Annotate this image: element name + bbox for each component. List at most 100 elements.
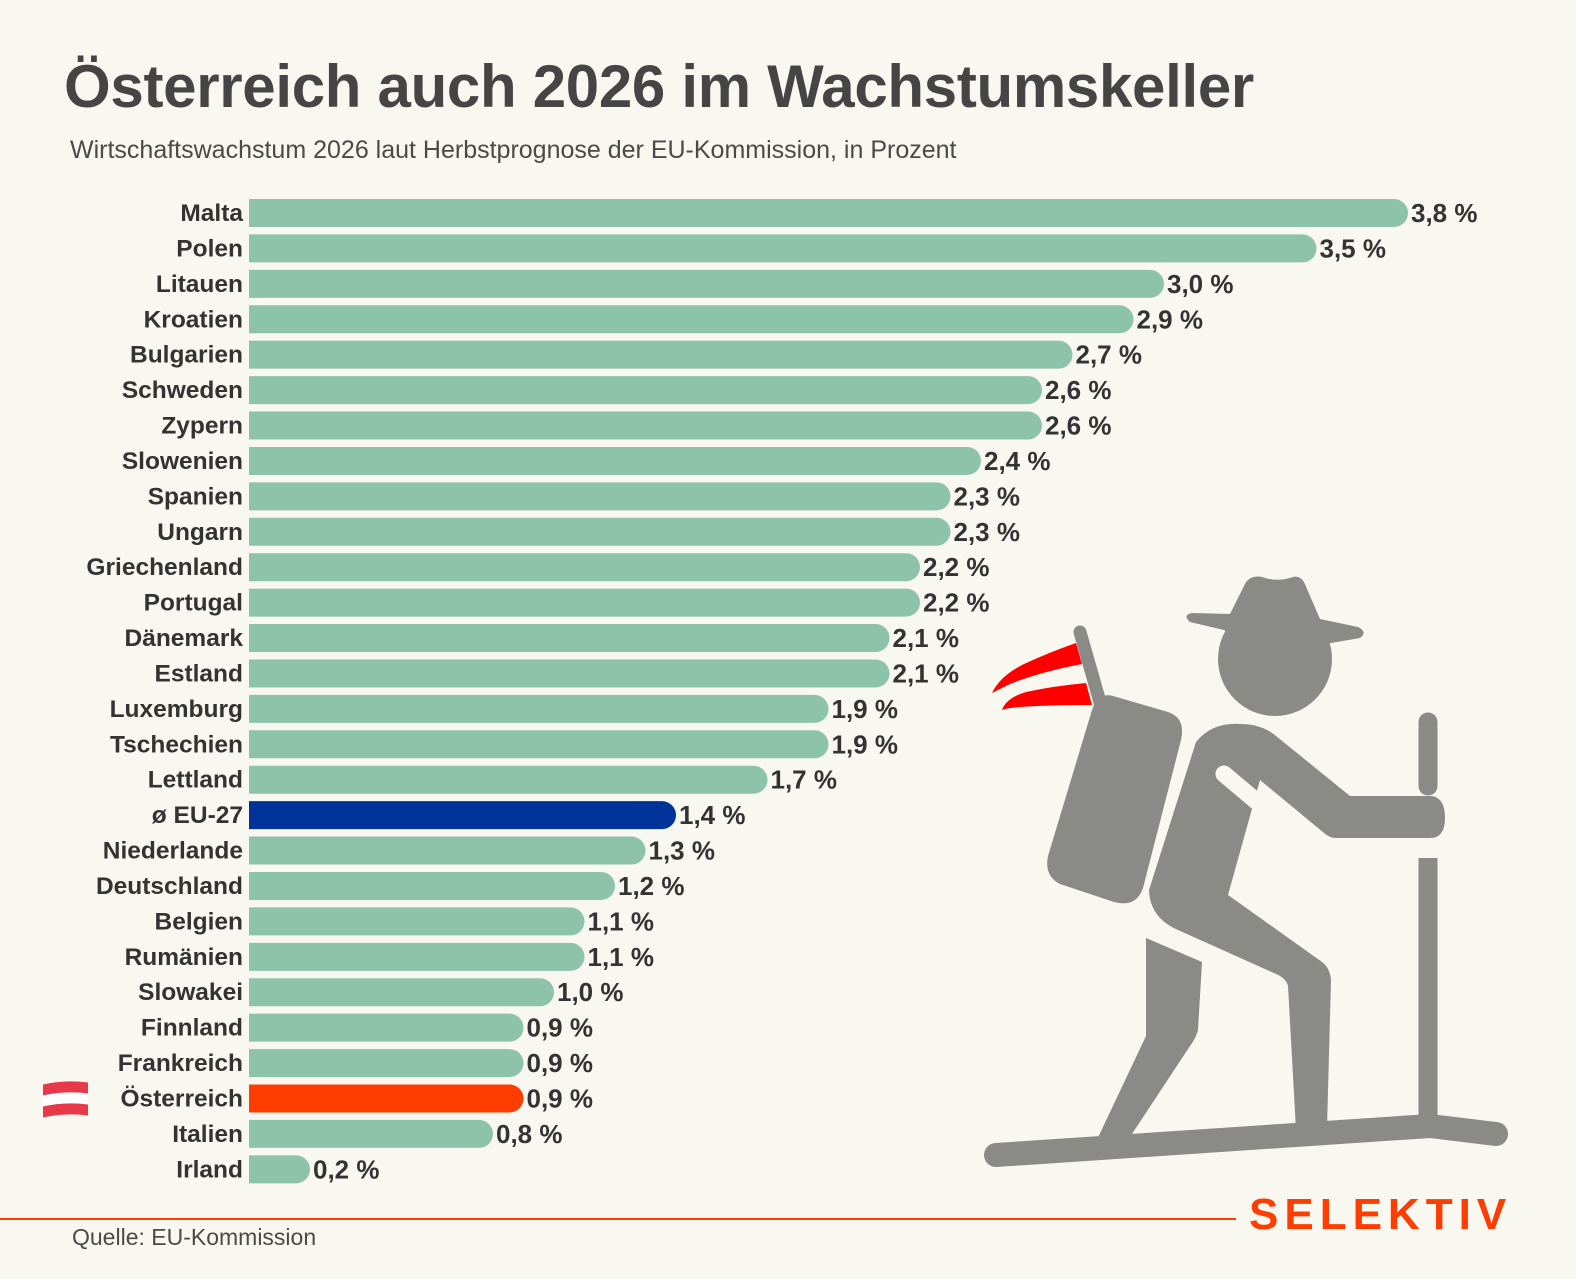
bar-row: Niederlande 1,3 % (103, 836, 715, 866)
value-label: 3,0 % (1167, 269, 1234, 299)
bar (249, 1013, 524, 1042)
bar (249, 376, 1042, 405)
value-label: 1,3 % (649, 836, 716, 866)
category-label: Rumänien (125, 944, 243, 971)
bar (249, 588, 920, 617)
category-label: Kroatien (144, 306, 243, 333)
bar-row: Luxemburg 1,9 % (110, 694, 898, 724)
value-label: 2,2 % (923, 552, 990, 582)
value-label: 2,3 % (954, 481, 1021, 511)
category-label: Irland (176, 1156, 243, 1183)
category-label: Griechenland (86, 554, 243, 581)
bar-row: Frankreich 0,9 % (118, 1048, 593, 1078)
bar-row: Zypern 2,6 % (161, 411, 1111, 441)
category-label: Österreich (120, 1086, 243, 1113)
value-label: 1,7 % (771, 765, 838, 795)
bar-row: Bulgarien 2,7 % (130, 340, 1142, 370)
bar-row: Ungarn 2,3 % (157, 517, 1020, 547)
bar-row: Spanien 2,3 % (148, 481, 1020, 511)
bar-row: Finnland 0,9 % (141, 1013, 593, 1043)
bar-row: Estland 2,1 % (155, 658, 960, 688)
value-label: 0,2 % (313, 1154, 380, 1184)
bar-row: Irland 0,2 % (176, 1154, 379, 1184)
category-label: Dänemark (125, 625, 244, 652)
bar-row: Belgien 1,1 % (155, 906, 655, 936)
category-label: Schweden (122, 377, 243, 404)
back-leg (1094, 938, 1202, 1146)
bar (249, 624, 890, 653)
torso (1149, 723, 1445, 1130)
category-label: Estland (155, 660, 244, 687)
category-label: Lettland (148, 767, 243, 794)
category-label: Ungarn (157, 519, 243, 546)
bar-row: Slowakei 1,0 % (138, 977, 623, 1007)
bar-row: Italien 0,8 % (172, 1119, 562, 1149)
bar-chart: Malta 3,8 % Polen 3,5 % Litauen 3,0 % Kroatien… (43, 198, 1478, 1184)
bar-row: Dänemark 2,1 % (125, 623, 959, 653)
value-label: 1,9 % (832, 729, 899, 759)
bar (249, 765, 768, 794)
bar-row: Malta 3,8 % (180, 198, 1477, 228)
bar (249, 411, 1042, 440)
category-label: Spanien (148, 483, 243, 510)
bar-row: Rumänien 1,1 % (125, 942, 654, 972)
value-label: 1,4 % (679, 800, 746, 830)
ground (984, 1114, 1508, 1167)
bar (249, 942, 585, 971)
chart-title: Österreich auch 2026 im Wachstumskeller (64, 53, 1254, 120)
bar (249, 269, 1164, 298)
bar (249, 553, 920, 582)
bar (249, 482, 951, 511)
value-label: 1,2 % (618, 871, 685, 901)
bar (249, 730, 829, 759)
value-label: 2,7 % (1076, 340, 1143, 370)
bar-row: Schweden 2,6 % (122, 375, 1112, 405)
value-label: 2,1 % (893, 623, 960, 653)
bar-row: Lettland 1,7 % (148, 765, 837, 795)
category-label: Portugal (144, 590, 243, 617)
value-label: 1,1 % (588, 906, 655, 936)
bar-row: Tschechien 1,9 % (110, 729, 898, 759)
bar-row: ø EU-27 1,4 % (152, 800, 746, 830)
value-label: 3,5 % (1320, 233, 1387, 263)
category-label: Tschechien (110, 731, 243, 758)
flag-pole (1073, 625, 1107, 709)
category-label: Slowakei (138, 979, 243, 1006)
value-label: 2,2 % (923, 588, 990, 618)
bar (249, 234, 1317, 263)
category-label: Slowenien (122, 448, 243, 475)
bar (249, 1155, 311, 1184)
bar-row: Österreich 0,9 % (43, 1081, 594, 1118)
bar (249, 517, 951, 546)
head (1218, 602, 1332, 716)
bar-row: Polen 3,5 % (176, 233, 1386, 263)
value-label: 2,6 % (1045, 411, 1112, 441)
category-label: Litauen (156, 271, 243, 298)
value-label: 2,3 % (954, 517, 1021, 547)
bar-row: Slowenien 2,4 % (122, 446, 1051, 476)
category-label: Deutschland (96, 873, 243, 900)
bar (249, 1119, 493, 1148)
category-label: Italien (172, 1121, 243, 1148)
value-label: 0,9 % (527, 1084, 594, 1114)
bar (249, 659, 890, 688)
category-label: Niederlande (103, 838, 243, 865)
footer-divider (0, 1218, 1236, 1220)
value-label: 2,6 % (1045, 375, 1112, 405)
value-label: 1,9 % (832, 694, 899, 724)
value-label: 1,0 % (557, 977, 624, 1007)
category-label: Finnland (141, 1015, 243, 1042)
source-note: Quelle: EU-Kommission (72, 1224, 317, 1250)
bar (249, 836, 646, 865)
bar-row: Portugal 2,2 % (144, 588, 990, 618)
bar (249, 694, 829, 723)
bar (249, 871, 615, 900)
flag-stripes (992, 643, 1092, 710)
bar (249, 199, 1408, 227)
category-label: Zypern (161, 413, 243, 440)
category-label: Belgien (155, 908, 244, 935)
bar (249, 1084, 524, 1113)
value-label: 0,9 % (527, 1048, 594, 1078)
category-label: ø EU-27 (152, 802, 243, 829)
bar (249, 907, 585, 936)
